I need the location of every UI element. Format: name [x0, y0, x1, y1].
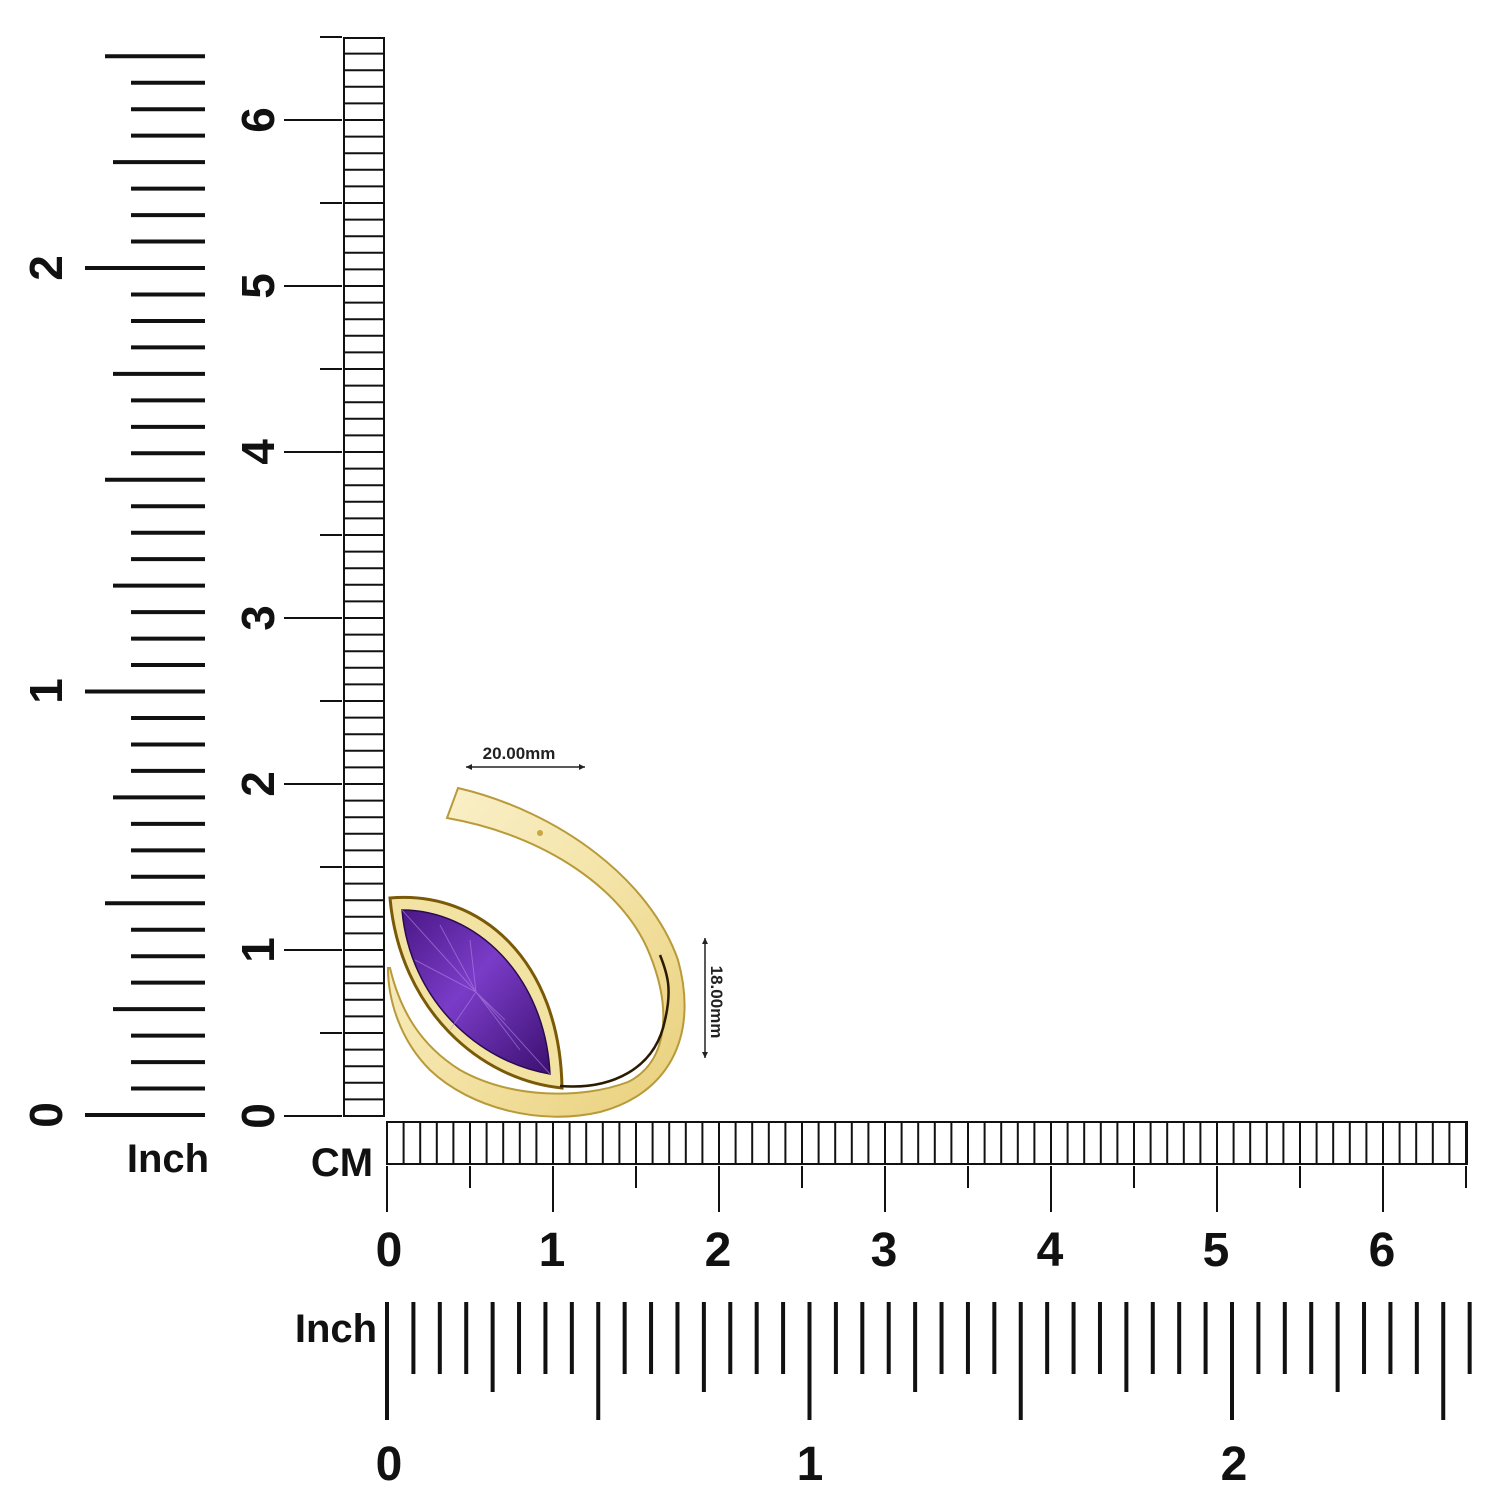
- left-inch-label-2: 2: [20, 255, 72, 281]
- height-dimension: 18.00mm: [702, 938, 726, 1058]
- bottom-cm-ruler: [386, 1166, 1467, 1212]
- bottom-inch-label-2: 2: [1221, 1438, 1248, 1491]
- cm-strip-frame: [386, 1121, 1468, 1165]
- bottom-cm-unit: CM: [311, 1141, 373, 1185]
- left-inch-label-1: 1: [20, 678, 72, 704]
- width-dimension: 20.00mm: [466, 744, 585, 770]
- left-cm-label-0: 0: [232, 1103, 284, 1129]
- left-cm-label-2: 2: [232, 771, 284, 797]
- gold-swirl-band: [386, 786, 686, 1118]
- bottom-cm-label-3: 3: [871, 1224, 898, 1277]
- width-dimension-label: 20.00mm: [483, 744, 556, 763]
- bottom-inch-ruler: [385, 1302, 1472, 1420]
- left-inch-unit: Inch: [127, 1137, 209, 1181]
- bottom-cm-label-4: 4: [1037, 1224, 1064, 1277]
- left-cm-strip: [343, 37, 385, 1117]
- left-cm-label-6: 6: [232, 107, 284, 133]
- bottom-cm-label-5: 5: [1203, 1224, 1230, 1277]
- bottom-cm-label-2: 2: [705, 1224, 732, 1277]
- bottom-inch-label-1: 1: [797, 1438, 824, 1491]
- inner-swirl-line: [559, 954, 670, 1088]
- bottom-inch-label-0: 0: [376, 1438, 403, 1491]
- left-inch-label-0: 0: [20, 1102, 72, 1128]
- stone-facets: [401, 909, 551, 1075]
- left-cm-label-1: 1: [232, 937, 284, 963]
- bottom-inch-unit: Inch: [295, 1307, 377, 1351]
- left-cm-label-3: 3: [232, 605, 284, 631]
- left-cm-label-4: 4: [232, 439, 284, 465]
- left-inch-ruler: [85, 54, 205, 1117]
- bottom-cm-label-1: 1: [539, 1224, 566, 1277]
- bail-dot: [537, 830, 543, 836]
- left-cm-ruler: [284, 36, 342, 1117]
- bottom-cm-strip: [386, 1121, 1468, 1165]
- bottom-cm-label-0: 0: [376, 1224, 403, 1277]
- height-dimension-label: 18.00mm: [707, 966, 726, 1039]
- cm-strip-frame: [343, 37, 385, 1117]
- pendant: [386, 786, 686, 1118]
- bottom-cm-label-6: 6: [1369, 1224, 1396, 1277]
- left-cm-label-5: 5: [232, 273, 284, 299]
